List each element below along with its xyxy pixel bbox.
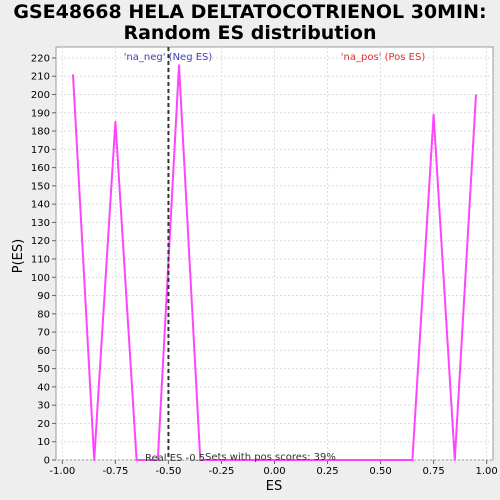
- y-tick-label: 200: [31, 90, 50, 101]
- y-tick-label: 90: [37, 291, 50, 302]
- y-tick-label: 100: [31, 273, 50, 284]
- y-tick-label: 10: [37, 437, 50, 448]
- x-axis-label: ES: [266, 479, 282, 494]
- x-tick-label: -0.75: [102, 466, 128, 477]
- y-tick-label: 30: [37, 401, 50, 412]
- y-tick-label: 20: [37, 419, 50, 430]
- real-es-annotation: Real ES -0.5: [145, 453, 205, 464]
- x-tick-label: 0.00: [263, 466, 285, 477]
- x-tick-label: -1.00: [49, 466, 75, 477]
- y-tick-label: 110: [31, 254, 50, 265]
- y-tick-label: 150: [31, 181, 50, 192]
- y-tick-label: 50: [37, 364, 50, 375]
- x-tick-label: -0.25: [209, 466, 235, 477]
- y-tick-label: 60: [37, 346, 50, 357]
- y-tick-label: 140: [31, 200, 50, 211]
- y-tick-label: 80: [37, 309, 50, 320]
- y-tick-label: 180: [31, 127, 50, 138]
- title-line-2: Random ES distribution: [123, 22, 377, 44]
- y-tick-label: 210: [31, 72, 50, 83]
- neg-es-annotation: 'na_neg' (Neg ES): [124, 52, 213, 63]
- series-group: [72, 64, 477, 461]
- pos-es-annotation: 'na_pos' (Pos ES): [341, 52, 426, 63]
- y-tick-label: 220: [31, 53, 50, 64]
- y-axis-label: P(ES): [11, 239, 26, 273]
- y-tick-label: 170: [31, 145, 50, 156]
- y-tick-label: 120: [31, 236, 50, 247]
- x-tick-label: 0.75: [422, 466, 444, 477]
- pos-scores-annotation: Sets with pos scores: 39%: [205, 452, 336, 463]
- title-line-1: GSE48668 HELA DELTATOCOTRIENOL 30MIN:: [13, 1, 487, 23]
- y-tick-label: 190: [31, 108, 50, 119]
- y-tick-label: 130: [31, 218, 50, 229]
- x-tick-label: 0.25: [316, 466, 338, 477]
- y-tick-label: 0: [44, 456, 50, 467]
- y-tick-label: 70: [37, 328, 50, 339]
- series-line: [72, 64, 477, 461]
- x-tick-label: -0.50: [155, 466, 181, 477]
- y-tick-label: 40: [37, 382, 50, 393]
- y-axis-ticks: 0 10 20 30 40 50 60 70 80 90 100 110 120 130 140 150 160…: [31, 53, 56, 467]
- chart-title: GSE48668 HELA DELTATOCOTRIENOL 30MIN: Ra…: [0, 2, 500, 44]
- x-tick-label: 1.00: [476, 466, 498, 477]
- x-tick-label: 0.50: [369, 466, 391, 477]
- y-tick-label: 160: [31, 163, 50, 174]
